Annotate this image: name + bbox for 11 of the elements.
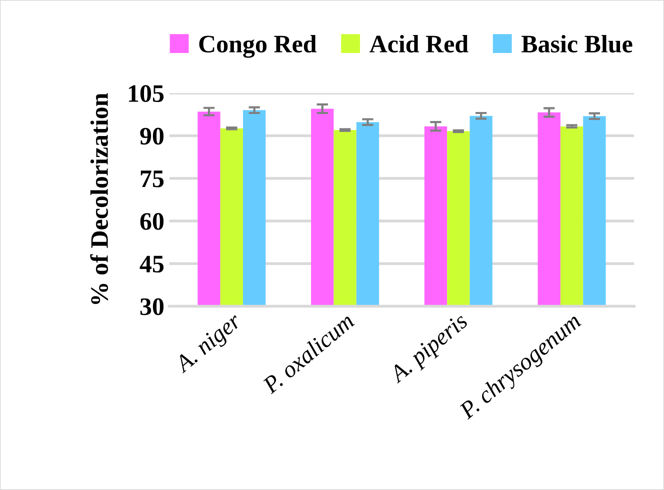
legend-label: Acid Red xyxy=(370,34,468,53)
legend-label: Basic Blue xyxy=(522,34,632,53)
y-tick-label: 90 xyxy=(140,128,164,145)
x-tick-label: A. niger xyxy=(172,312,246,378)
legend-label: Congo Red xyxy=(199,34,317,58)
y-tick-label: 105 xyxy=(128,85,164,102)
y-tick-label: 75 xyxy=(140,170,164,188)
y-tick-label: 60 xyxy=(140,213,164,230)
y-tick-label: 30 xyxy=(140,298,164,316)
y-tick-label: 45 xyxy=(140,256,164,273)
y-axis-title: % of Decolorization xyxy=(90,93,108,304)
